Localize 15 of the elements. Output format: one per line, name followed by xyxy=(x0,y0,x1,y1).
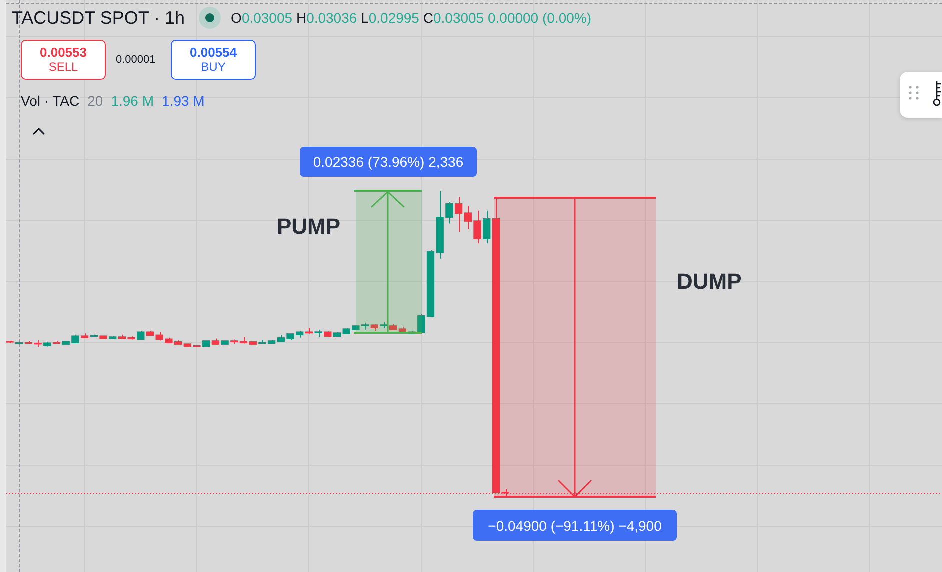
annotation: PUMP xyxy=(277,214,341,240)
label-box: 0.02336 (73.96%) 2,336 xyxy=(300,147,477,177)
label-box: −0.04900 (−91.11%) −4,900 xyxy=(473,510,677,541)
button: 0.00554 BUY xyxy=(171,40,256,80)
text: 1.93 M xyxy=(162,93,205,109)
text: 0.00001 xyxy=(116,54,156,66)
text: 20 xyxy=(88,93,104,109)
chart-title: TACUSDT SPOT · 1h xyxy=(12,8,186,28)
text: O0.03005 H0.03036 L0.02995 C0.03005 0.00000 (0.00%) xyxy=(231,10,592,26)
text: DUMP xyxy=(677,269,742,295)
text: Vol · TAC xyxy=(21,93,80,109)
candlestick xyxy=(483,210,491,244)
text: 1.96 M xyxy=(111,93,154,109)
candlestick xyxy=(454,196,463,233)
button: 0.00553 SELL xyxy=(21,40,106,80)
